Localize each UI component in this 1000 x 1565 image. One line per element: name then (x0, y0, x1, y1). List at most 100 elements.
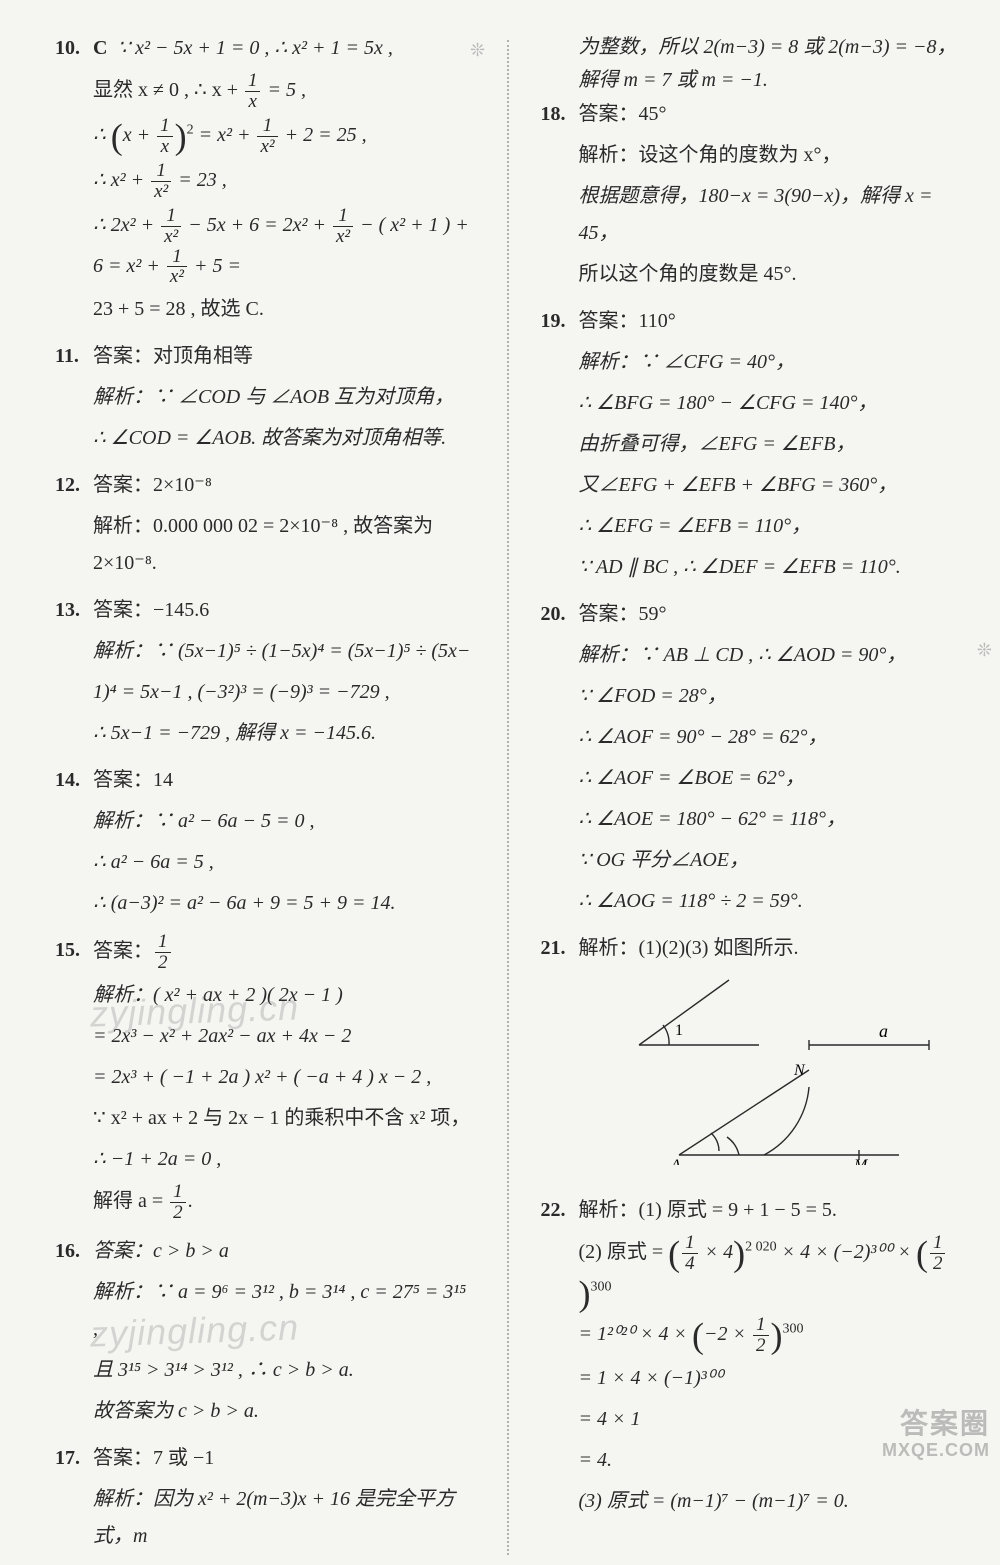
decorative-dot: ❊ (470, 40, 485, 61)
q16-number: 16. (55, 1233, 93, 1434)
q21-line1: 解析：(1)(2)(3) 如图所示. (579, 930, 961, 967)
q11-number: 11. (55, 338, 93, 461)
q10-line3a: ∴ (93, 124, 111, 146)
q16-line2: 且 3¹⁵ > 3¹⁴ > 3¹² , ∴ c > b > a. (93, 1352, 475, 1389)
q17-cont2: 解得 m = 7 或 m = −1. (579, 63, 961, 92)
q10-line4a: ∴ x² + (93, 169, 149, 191)
q21-diagram: 1 a N A M (619, 975, 961, 1178)
q17-continuation: 为整数，所以 2(m−3) = 8 或 2(m−3) = −8， 解得 m = … (541, 30, 961, 92)
q22-line4: = 1 × 4 × (−1)³⁰⁰ (579, 1360, 961, 1397)
question-10: 10. C ∵ x² − 5x + 1 = 0 , ∴ x² + 1 = 5x … (55, 30, 475, 332)
q13-number: 13. (55, 592, 93, 756)
q14-line3: ∴ (a−3)² = a² − 6a + 9 = 5 + 9 = 14. (93, 885, 475, 922)
q20-line2: ∵ ∠FOD = 28°， (579, 678, 961, 715)
q20-line7: ∴ ∠AOG = 118° ÷ 2 = 59°. (579, 883, 961, 920)
q22-number: 22. (541, 1192, 579, 1524)
q20-line6: ∵ OG 平分∠AOE， (579, 842, 961, 879)
q15-line2: = 2x³ − x² + 2ax² − ax + 4x − 2 (93, 1018, 475, 1055)
question-13: 13. 答案：−145.6 解析：∵ (5x−1)⁵ ÷ (1−5x)⁴ = (… (55, 592, 475, 756)
q15-line6b: . (188, 1190, 193, 1212)
q11-line1: 解析：∵ ∠COD 与 ∠AOB 互为对顶角， (93, 379, 475, 416)
q18-number: 18. (541, 96, 579, 297)
left-column: 10. C ∵ x² − 5x + 1 = 0 , ∴ x² + 1 = 5x … (55, 30, 475, 1565)
q13-answer: 答案：−145.6 (93, 592, 475, 629)
question-18: 18. 答案：45° 解析：设这个角的度数为 x°， 根据题意得，180−x =… (541, 96, 961, 297)
q14-number: 14. (55, 762, 93, 926)
q14-line2: ∴ a² − 6a = 5 , (93, 844, 475, 881)
q19-line2: ∴ ∠BFG = 180° − ∠CFG = 140°， (579, 385, 961, 422)
q15-line4: ∵ x² + ax + 2 与 2x − 1 的乘积中不含 x² 项， (93, 1100, 475, 1137)
q18-line1: 解析：设这个角的度数为 x°， (579, 137, 961, 174)
question-11: 11. 答案：对顶角相等 解析：∵ ∠COD 与 ∠AOB 互为对顶角， ∴ ∠… (55, 338, 475, 461)
q10-line4b: = 23 , (173, 169, 227, 191)
q12-answer: 答案：2×10⁻⁸ (93, 467, 475, 504)
q15-line6a: 解得 a = (93, 1190, 168, 1212)
q22-line3a: = 1²⁰²⁰ × 4 × (579, 1323, 693, 1345)
diagram-label-1: 1 (675, 1022, 683, 1039)
q19-answer: 答案：110° (579, 303, 961, 340)
q10-line6: 23 + 5 = 28 , 故选 C. (93, 291, 475, 328)
q20-line1: 解析：∵ AB ⊥ CD , ∴ ∠AOD = 90°， (579, 637, 961, 674)
q10-line5a: ∴ 2x² + (93, 214, 159, 236)
corner-watermark: 答案圈 MXQE.COM (882, 1408, 990, 1461)
q10-line5b: − 5x + 6 = 2x² + (183, 214, 331, 236)
question-12: 12. 答案：2×10⁻⁸ 解析：0.000 000 02 = 2×10⁻⁸ ,… (55, 467, 475, 586)
q10-line1: ∵ x² − 5x + 1 = 0 , ∴ x² + 1 = 5x , (117, 37, 392, 59)
q13-line1: 解析：∵ (5x−1)⁵ ÷ (1−5x)⁴ = (5x−1)⁵ ÷ (5x− (93, 633, 475, 670)
q21-number: 21. (541, 930, 579, 1186)
q17-cont1: 为整数，所以 2(m−3) = 8 或 2(m−3) = −8， (579, 30, 961, 59)
q13-line2: 1)⁴ = 5x−1 , (−3²)³ = (−9)³ = −729 , (93, 674, 475, 711)
q22-line2b: × 4 × (−2)³⁰⁰ × (777, 1241, 916, 1263)
q17-answer: 答案：7 或 −1 (93, 1440, 475, 1477)
q11-line2: ∴ ∠COD = ∠AOB. 故答案为对顶角相等. (93, 420, 475, 457)
diagram-label-N: N (793, 1062, 806, 1079)
right-column: 为整数，所以 2(m−3) = 8 或 2(m−3) = −8， 解得 m = … (541, 30, 961, 1565)
q19-line3: 由折叠可得，∠EFG = ∠EFB， (579, 426, 961, 463)
question-19: 19. 答案：110° 解析：∵ ∠CFG = 40°， ∴ ∠BFG = 18… (541, 303, 961, 590)
q15-line5: ∴ −1 + 2a = 0 , (93, 1141, 475, 1178)
question-17: 17. 答案：7 或 −1 解析：因为 x² + 2(m−3)x + 16 是完… (55, 1440, 475, 1559)
q11-answer: 答案：对顶角相等 (93, 338, 475, 375)
question-15: 15. 答案：12 解析：( x² + ax + 2 )( 2x − 1 ) =… (55, 932, 475, 1227)
q15-line1: 解析：( x² + ax + 2 )( 2x − 1 ) (93, 977, 475, 1014)
q19-line1: 解析：∵ ∠CFG = 40°， (579, 344, 961, 381)
corner-line2: MXQE.COM (882, 1440, 990, 1461)
q17-line1: 解析：因为 x² + 2(m−3)x + 16 是完全平方式，m (93, 1481, 475, 1555)
q19-line6: ∵ AD ∥ BC , ∴ ∠DEF = ∠EFB = 110°. (579, 549, 961, 586)
q10-line2a: 显然 x ≠ 0 , ∴ x + (93, 79, 243, 101)
q15-answer-a: 答案： (93, 940, 153, 962)
q20-line3: ∴ ∠AOF = 90° − 28° = 62°， (579, 719, 961, 756)
q10-answer: C (93, 37, 107, 59)
q19-number: 19. (541, 303, 579, 590)
q10-line3c: + 2 = 25 , (280, 124, 367, 146)
decorative-dot: ❊ (977, 640, 992, 661)
q10-line2b: = 5 , (262, 79, 306, 101)
corner-line1: 答案圈 (882, 1408, 990, 1440)
diagram-label-A: A (670, 1157, 681, 1165)
q22-line1: 解析：(1) 原式 = 9 + 1 − 5 = 5. (579, 1192, 961, 1229)
q10-number: 10. (55, 30, 93, 332)
q12-line1: 解析：0.000 000 02 = 2×10⁻⁸ , 故答案为 2×10⁻⁸. (93, 508, 475, 582)
diagram-label-a: a (879, 1021, 888, 1041)
question-21: 21. 解析：(1)(2)(3) 如图所示. (541, 930, 961, 1186)
q17-number: 17. (55, 1440, 93, 1559)
column-divider (507, 40, 509, 1555)
q10-line3b: = x² + (194, 124, 256, 146)
q22-line2a: (2) 原式 = (579, 1241, 669, 1263)
q16-answer: 答案：c > b > a (93, 1233, 475, 1270)
q20-line5: ∴ ∠AOE = 180° − 62° = 118°， (579, 801, 961, 838)
q16-line1: 解析：∵ a = 9⁶ = 3¹² , b = 3¹⁴ , c = 27⁵ = … (93, 1274, 475, 1348)
q15-line3: = 2x³ + ( −1 + 2a ) x² + ( −a + 4 ) x − … (93, 1059, 475, 1096)
q10-line5d: + 5 = (189, 255, 241, 277)
q19-line4: 又∠EFG + ∠EFB + ∠BFG = 360°， (579, 467, 961, 504)
q15-number: 15. (55, 932, 93, 1227)
question-20: 20. 答案：59° 解析：∵ AB ⊥ CD , ∴ ∠AOD = 90°， … (541, 596, 961, 924)
q22-line7: (3) 原式 = (m−1)⁷ − (m−1)⁷ = 0. (579, 1483, 961, 1520)
q12-number: 12. (55, 467, 93, 586)
diagram-label-M: M (853, 1157, 869, 1165)
q18-line2: 根据题意得，180−x = 3(90−x)，解得 x = 45， (579, 178, 961, 252)
question-14: 14. 答案：14 解析：∵ a² − 6a − 5 = 0 , ∴ a² − … (55, 762, 475, 926)
q20-line4: ∴ ∠AOF = ∠BOE = 62°， (579, 760, 961, 797)
question-16: 16. 答案：c > b > a 解析：∵ a = 9⁶ = 3¹² , b =… (55, 1233, 475, 1434)
q19-line5: ∴ ∠EFG = ∠EFB = 110°， (579, 508, 961, 545)
